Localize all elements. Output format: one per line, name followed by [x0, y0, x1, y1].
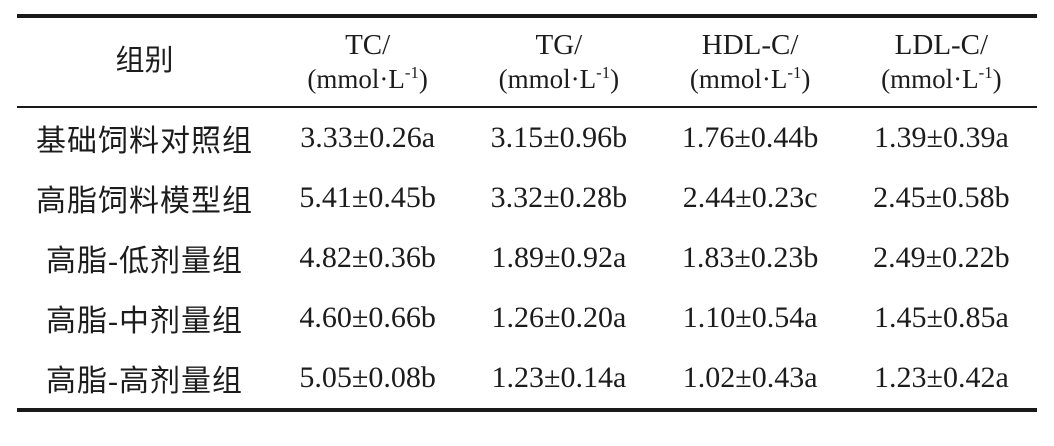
ldl-c-header-label: LDL-C/: [894, 28, 989, 61]
value-cell: 1.45±0.85a: [873, 301, 1009, 334]
hdl-c-header-unit: (mmol·L-1): [689, 63, 811, 95]
column-header-group: 组别: [17, 16, 272, 107]
value-cell: 1.23±0.42a: [873, 361, 1009, 394]
lipid-results-table: 组别 TC/ (mmol·L-1) TG/ (mmol·L-1) HDL-C/ …: [17, 14, 1037, 412]
value-cell: 1.39±0.39a: [873, 121, 1009, 154]
column-header-tc: TC/ (mmol·L-1): [272, 16, 463, 107]
value-cell: 4.82±0.36b: [299, 241, 436, 274]
table-row: 高脂-高剂量组 5.05±0.08b 1.23±0.14a 1.02±0.43a…: [17, 348, 1037, 410]
column-header-ldl-c: LDL-C/ (mmol·L-1): [846, 16, 1037, 107]
group-cell: 高脂饲料模型组: [36, 185, 253, 218]
group-cell: 高脂-高剂量组: [46, 365, 243, 398]
tc-header-label: TC/: [345, 28, 391, 61]
value-cell: 5.41±0.45b: [299, 181, 436, 214]
table-row: 高脂-低剂量组 4.82±0.36b 1.89±0.92a 1.83±0.23b…: [17, 228, 1037, 288]
value-cell: 3.15±0.96b: [490, 121, 628, 154]
value-cell: 5.05±0.08b: [299, 361, 436, 394]
value-cell: 2.49±0.22b: [873, 241, 1010, 274]
value-cell: 2.45±0.58b: [873, 181, 1010, 214]
value-cell: 3.33±0.26a: [300, 121, 436, 154]
column-header-tg: TG/ (mmol·L-1): [463, 16, 654, 107]
table-row: 高脂-中剂量组 4.60±0.66b 1.26±0.20a 1.10±0.54a…: [17, 288, 1037, 348]
hdl-c-header-label: HDL-C/: [701, 28, 799, 61]
table-row: 基础饲料对照组 3.33±0.26a 3.15±0.96b 1.76±0.44b…: [17, 107, 1037, 168]
value-cell: 1.23±0.14a: [491, 361, 627, 394]
tg-header-label: TG/: [535, 28, 583, 61]
group-cell: 基础饲料对照组: [36, 125, 253, 158]
value-cell: 1.26±0.20a: [491, 301, 627, 334]
lipid-results-table-container: 组别 TC/ (mmol·L-1) TG/ (mmol·L-1) HDL-C/ …: [17, 14, 1037, 412]
group-cell: 高脂-低剂量组: [46, 245, 243, 278]
value-cell: 1.02±0.43a: [682, 361, 818, 394]
table-header-row: 组别 TC/ (mmol·L-1) TG/ (mmol·L-1) HDL-C/ …: [17, 16, 1037, 107]
group-header-label: 组别: [115, 45, 174, 78]
value-cell: 1.83±0.23b: [681, 241, 819, 274]
value-cell: 1.89±0.92a: [491, 241, 627, 274]
value-cell: 1.10±0.54a: [682, 301, 818, 334]
value-cell: 2.44±0.23c: [682, 181, 818, 214]
value-cell: 3.32±0.28b: [490, 181, 628, 214]
ldl-c-header-unit: (mmol·L-1): [881, 63, 1002, 95]
group-cell: 高脂-中剂量组: [46, 305, 243, 338]
column-header-hdl-c: HDL-C/ (mmol·L-1): [655, 16, 846, 107]
tc-header-unit: (mmol·L-1): [307, 63, 428, 95]
value-cell: 4.60±0.66b: [299, 301, 436, 334]
value-cell: 1.76±0.44b: [681, 121, 819, 154]
tg-header-unit: (mmol·L-1): [498, 63, 620, 95]
table-row: 高脂饲料模型组 5.41±0.45b 3.32±0.28b 2.44±0.23c…: [17, 168, 1037, 228]
